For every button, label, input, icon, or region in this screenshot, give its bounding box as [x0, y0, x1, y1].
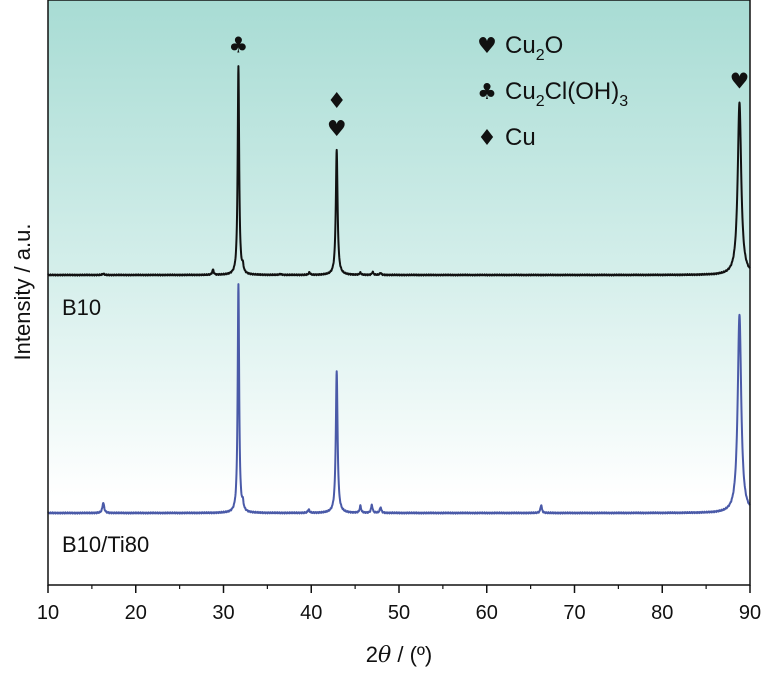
series-layer	[47, 65, 751, 515]
legend-symbol: ♥	[477, 34, 497, 59]
y-axis-title: Intensity / a.u.	[10, 224, 35, 361]
legend-symbol: ♦	[477, 126, 497, 151]
series-label-b10-ti80: B10/Ti80	[62, 532, 149, 557]
peak-marker-layer: ♣ ♥ ♦ ♥	[229, 34, 750, 142]
x-tick-label: 70	[563, 602, 585, 624]
series-line-b10	[47, 65, 751, 277]
x-tick-label: 50	[388, 602, 410, 624]
x-axis: 10 20 30 40 50 60 70 80 90	[37, 585, 761, 624]
x-tick-label: 20	[125, 602, 147, 624]
x-tick-label: 60	[476, 602, 498, 624]
x-axis-title: 2θ / (º)	[366, 642, 433, 668]
plot-background	[48, 0, 750, 585]
x-axis-title-prefix: 2	[366, 642, 378, 667]
peak-marker: ♥	[730, 69, 750, 94]
legend-label: Cu	[505, 124, 536, 151]
legend-label: Cu2O	[505, 32, 563, 64]
x-axis-title-suffix: / (º)	[391, 642, 432, 667]
x-tick-label: 30	[212, 602, 234, 624]
legend-label: Cu2Cl(OH)3	[505, 78, 628, 110]
peak-marker: ♥	[327, 117, 347, 142]
legend-symbol: ♣	[477, 80, 497, 105]
series-label-b10: B10	[62, 295, 101, 320]
x-tick-label: 10	[37, 602, 59, 624]
x-axis-title-theta: θ	[378, 643, 391, 668]
x-tick-label: 80	[651, 602, 673, 624]
x-tick-label: 90	[739, 602, 761, 624]
legend: ♥ Cu2O ♣ Cu2Cl(OH)3 ♦ Cu	[477, 32, 628, 151]
peak-marker: ♣	[229, 34, 249, 59]
series-line-b10-ti80	[47, 283, 751, 515]
peak-marker: ♦	[327, 89, 347, 114]
x-tick-label: 40	[300, 602, 322, 624]
